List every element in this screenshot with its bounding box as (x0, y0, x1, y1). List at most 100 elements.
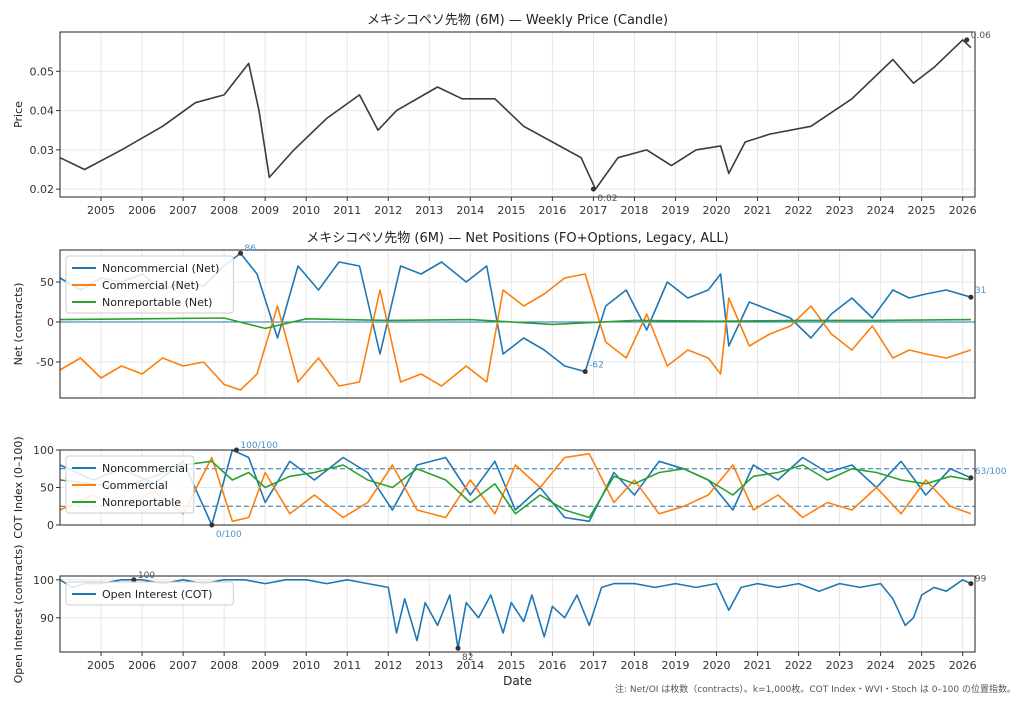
legend-entry: Nonreportable (102, 496, 181, 509)
y-tick-label: 0 (47, 316, 54, 329)
x-tick-label: 2014 (456, 204, 484, 217)
annotation-marker (233, 447, 239, 453)
x-tick-label: 2011 (333, 204, 361, 217)
legend-entry: Noncommercial (Net) (102, 262, 219, 275)
x-tick-label: 2018 (620, 659, 648, 672)
axes-frame (59, 249, 976, 399)
x-tick-label: 2012 (374, 659, 402, 672)
x-tick-label: 2015 (497, 659, 525, 672)
y-tick-label: 0 (47, 519, 54, 532)
annotation-label: 0.06 (971, 31, 991, 41)
x-tick-label: 2008 (210, 659, 238, 672)
x-tick-label: 2007 (169, 204, 197, 217)
x-tick-label: 2013 (415, 204, 443, 217)
panel-1: 0.02 0.03 0.04 0.05 2005 2006 2007 2008 2009 2010… (12, 13, 991, 217)
annotation-label: -62 (589, 361, 604, 371)
annotation-marker (968, 581, 974, 587)
x-tick-label: 2007 (169, 659, 197, 672)
y-tick-label: -50 (36, 356, 54, 369)
x-tick-label: 2022 (785, 204, 813, 217)
x-tick-label: 2006 (128, 659, 156, 672)
x-tick-label: 2010 (292, 204, 320, 217)
y-tick-label: 0.03 (30, 144, 55, 157)
x-tick-label: 2021 (744, 659, 772, 672)
y-tick-label: 0.02 (30, 183, 55, 196)
y-tick-label: 50 (40, 276, 54, 289)
x-tick-label: 2006 (128, 204, 156, 217)
x-tick-label: 2020 (703, 659, 731, 672)
x-tick-label: 2016 (538, 659, 566, 672)
legend-entry: Noncommercial (102, 462, 188, 475)
x-tick-label: 2019 (661, 204, 689, 217)
y-tick-label: 50 (40, 482, 54, 495)
legend-entry: Open Interest (COT) (102, 588, 212, 601)
x-tick-label: 2023 (826, 659, 854, 672)
y-tick-label: 100 (33, 444, 54, 457)
series-line-3 (59, 317, 971, 330)
x-tick-label: 2014 (456, 659, 484, 672)
annotation-label: 31 (975, 286, 986, 296)
annotation-marker (964, 37, 970, 43)
x-tick-label: 2024 (867, 204, 895, 217)
y-tick-label: 0.04 (30, 105, 55, 118)
x-tick-label: 2010 (292, 659, 320, 672)
annotation-marker (968, 475, 974, 481)
annotation-marker (209, 522, 215, 528)
series-line-2 (59, 273, 972, 391)
annotation-marker (590, 186, 596, 192)
annotation-label: 0/100 (216, 530, 242, 540)
x-tick-label: 2020 (703, 204, 731, 217)
x-tick-label: 2022 (785, 659, 813, 672)
panel-2: -50 0 50 メキシコペソ先物 (6M) — Net Positions (FO+… (12, 231, 986, 399)
annotation-marker (131, 577, 137, 583)
annotation-marker (238, 250, 244, 256)
x-tick-label: 2023 (826, 204, 854, 217)
series-line-1 (59, 578, 972, 650)
annotation-label: 86 (245, 244, 257, 254)
x-tick-label: 2017 (579, 659, 607, 672)
y-tick-label: 100 (33, 574, 54, 587)
series-line-2 (59, 452, 972, 523)
x-tick-label: 2019 (661, 659, 689, 672)
annotation-label: 100/100 (240, 441, 278, 451)
x-tick-label: 2013 (415, 659, 443, 672)
legend: Open Interest (COT) (65, 581, 234, 606)
axes-frame (59, 575, 976, 653)
panel-4: 90 100 2005 2006 2007 2008 2009 2010 2011 2012 201… (12, 545, 987, 688)
x-tick-label: 2025 (908, 659, 936, 672)
legend-box (65, 455, 195, 514)
legend: Noncommercial (Net) Commercial (Net) Nonre… (65, 255, 234, 314)
panel-3: 0 50 100 COT Index (0–100) 100/100 0/100 63/10… (12, 436, 1007, 540)
legend-box (65, 581, 234, 606)
x-axis-label: Date (503, 674, 532, 688)
legend-entry: Commercial (102, 479, 168, 492)
x-tick-label: 2008 (210, 204, 238, 217)
annotation-marker (455, 645, 461, 651)
footnote: 注: Net/OI は枚数（contracts）。k=1,000枚。COT In… (614, 685, 1016, 695)
legend: Noncommercial Commercial Nonreportable (65, 455, 195, 514)
annotation-label: 99 (975, 575, 987, 585)
x-tick-label: 2017 (579, 204, 607, 217)
annotation-label: 100 (138, 571, 155, 581)
annotation-label: 63/100 (975, 467, 1007, 477)
annotation-label: 82 (462, 653, 473, 663)
axes-frame (59, 31, 976, 198)
x-tick-label: 2021 (744, 204, 772, 217)
series-line-3 (59, 460, 972, 519)
x-tick-label: 2011 (333, 659, 361, 672)
x-tick-label: 2018 (620, 204, 648, 217)
legend-box (65, 255, 234, 314)
x-tick-label: 2005 (87, 659, 115, 672)
y-axis-label: Open Interest (contracts) (12, 545, 25, 684)
x-tick-label: 2025 (908, 204, 936, 217)
y-axis-label: COT Index (0–100) (12, 436, 25, 538)
chart-title: メキシコペソ先物 (6M) — Net Positions (FO+Option… (306, 231, 728, 246)
annotation-marker (968, 294, 974, 300)
x-tick-label: 2009 (251, 659, 279, 672)
y-axis-label: Net (contracts) (12, 283, 25, 366)
y-tick-label: 0.05 (30, 65, 55, 78)
y-tick-label: 90 (40, 612, 54, 625)
x-tick-label: 2026 (949, 659, 977, 672)
annotation-marker (582, 369, 588, 375)
